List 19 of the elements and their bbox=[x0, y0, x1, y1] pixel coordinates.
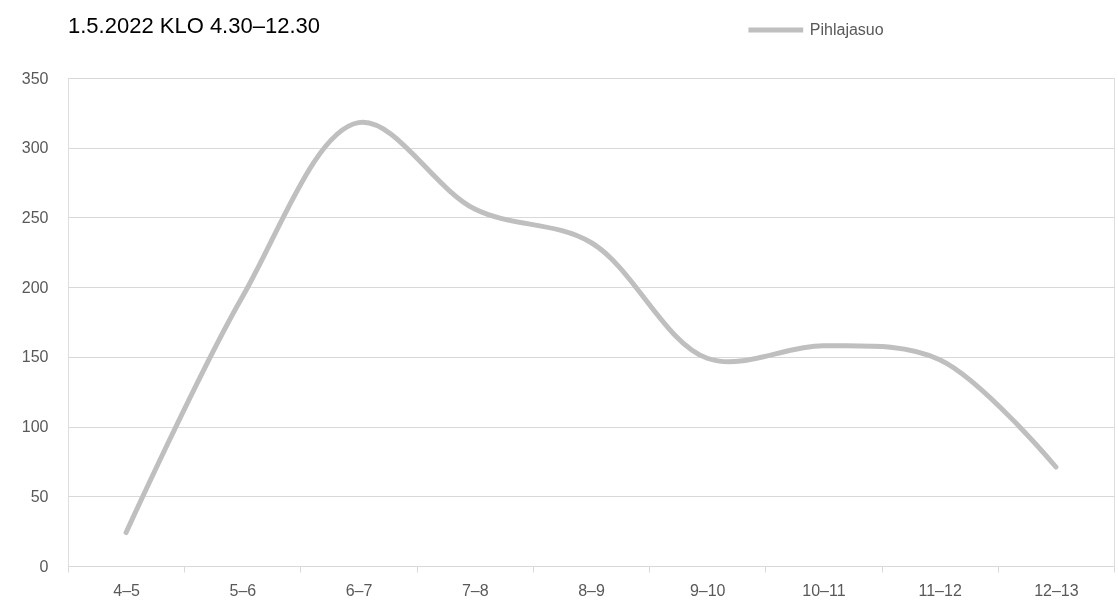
x-tick-label: 9–10 bbox=[689, 581, 726, 599]
x-tick-label: 6–7 bbox=[345, 581, 373, 599]
x-tick-label: 4–5 bbox=[113, 581, 141, 599]
x-tick-label: 10–11 bbox=[802, 581, 846, 599]
legend-label: Pihlajasuo bbox=[809, 21, 884, 38]
x-tick-label: 12–13 bbox=[1034, 581, 1079, 599]
y-tick-label: 0 bbox=[39, 557, 49, 575]
x-tick-label: 8–9 bbox=[578, 581, 605, 599]
y-tick-label: 350 bbox=[21, 69, 49, 87]
chart-title: 1.5.2022 KLO 4.30–12.30 bbox=[68, 13, 320, 38]
y-tick-label: 250 bbox=[21, 208, 49, 226]
y-tick-label: 300 bbox=[21, 139, 49, 157]
x-tick-label: 11–12 bbox=[918, 581, 962, 599]
y-tick-label: 200 bbox=[21, 278, 49, 296]
x-tick-label: 5–6 bbox=[229, 581, 257, 599]
x-tick-label: 7–8 bbox=[461, 581, 489, 599]
y-tick-label: 100 bbox=[21, 418, 49, 436]
y-tick-label: 50 bbox=[30, 487, 49, 505]
y-tick-label: 150 bbox=[21, 348, 49, 366]
